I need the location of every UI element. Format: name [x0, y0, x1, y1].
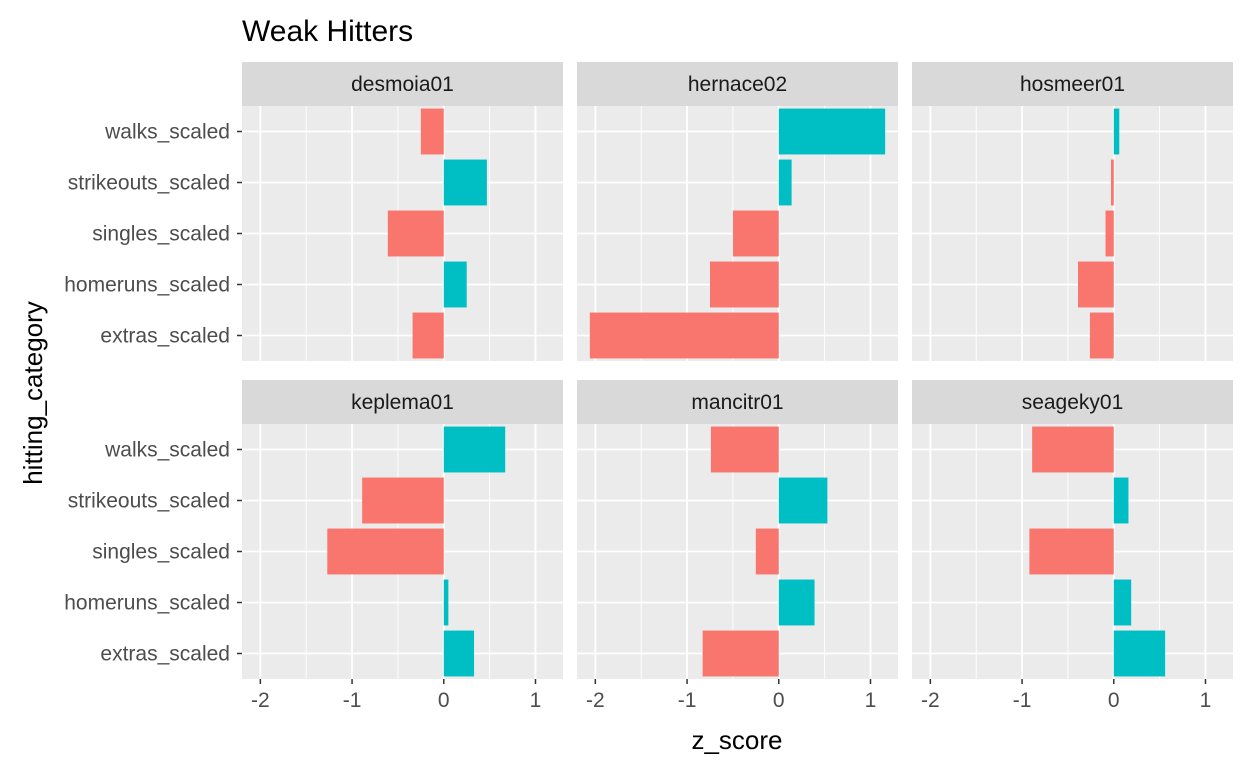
x-tick-label: -2 — [921, 689, 940, 712]
x-tick-label: 1 — [1200, 689, 1212, 712]
bar-extras_scaled — [1089, 312, 1114, 359]
x-tick-label: -1 — [1013, 689, 1032, 712]
bar-strikeouts_scaled — [362, 477, 444, 524]
facet-panel: keplema01 walks_scaled strikeouts_scaledsi… — [64, 380, 563, 712]
bar-strikeouts_scaled — [1113, 477, 1129, 524]
facet-strip-label: keplema01 — [351, 391, 454, 414]
bar-homeruns_scaled — [443, 579, 449, 626]
facet-strip — [577, 62, 898, 106]
x-tick-label: 0 — [1108, 689, 1120, 712]
bar-walks_scaled — [443, 426, 506, 473]
facet-panel: seageky01 -2 -1 0 1 — [912, 380, 1233, 712]
bar-strikeouts_scaled — [778, 477, 828, 524]
facet-strip-label: hernace02 — [688, 73, 787, 96]
bar-walks_scaled — [420, 108, 444, 155]
y-tick-label: strikeouts_scaled — [68, 172, 230, 195]
x-axis-title: z_score — [691, 725, 782, 755]
facet-strip — [242, 380, 563, 424]
bar-walks_scaled — [1113, 108, 1120, 155]
y-tick-label: walks_scaled — [104, 439, 230, 462]
facet-strip-label: desmoia01 — [351, 73, 454, 96]
bar-singles_scaled — [1105, 210, 1114, 257]
facet-panels: desmoia01walks_scaledstrikeouts_scaledsi… — [64, 62, 1233, 712]
bar-walks_scaled — [778, 108, 886, 155]
x-tick-label: 1 — [530, 689, 542, 712]
facet-panel: hernace02 — [577, 62, 898, 361]
y-tick-label: extras_scaled — [100, 325, 230, 348]
facet-strip-label: seageky01 — [1022, 391, 1124, 414]
facet-panel: hosmeer01 — [912, 62, 1233, 361]
x-tick-label: 0 — [438, 689, 450, 712]
x-tick-label: 1 — [865, 689, 877, 712]
y-tick-label: walks_scaled — [104, 121, 230, 144]
bar-extras_scaled — [702, 630, 779, 677]
bar-strikeouts_scaled — [443, 159, 487, 206]
bar-singles_scaled — [1029, 528, 1114, 575]
facet-panel: mancitr01 -2 -1 0 1 — [577, 380, 898, 712]
x-tick-label: -2 — [251, 689, 270, 712]
bar-extras_scaled — [589, 312, 779, 359]
y-axis-title: hitting_category — [18, 301, 48, 485]
x-tick-label: -1 — [678, 689, 697, 712]
bar-walks_scaled — [1032, 426, 1114, 473]
bar-homeruns_scaled — [443, 261, 467, 308]
x-tick-label: -1 — [343, 689, 362, 712]
facet-strip — [912, 62, 1233, 106]
bar-extras_scaled — [443, 630, 475, 677]
bar-extras_scaled — [412, 312, 444, 359]
y-tick-label: singles_scaled — [92, 541, 230, 564]
bar-homeruns_scaled — [778, 579, 815, 626]
x-tick-label: 0 — [773, 689, 785, 712]
bar-homeruns_scaled — [1113, 579, 1132, 626]
bar-singles_scaled — [387, 210, 444, 257]
bar-extras_scaled — [1113, 630, 1166, 677]
facet-strip — [912, 380, 1233, 424]
bar-strikeouts_scaled — [778, 159, 792, 206]
facet-strip — [242, 62, 563, 106]
y-tick-label: singles_scaled — [92, 223, 230, 246]
y-tick-label: strikeouts_scaled — [68, 490, 230, 513]
bar-homeruns_scaled — [1078, 261, 1114, 308]
facet-panel: desmoia01 walks_scaled strikeouts_scaledsi… — [64, 62, 563, 361]
bar-walks_scaled — [710, 426, 779, 473]
chart-title: Weak Hitters — [242, 15, 413, 48]
y-tick-label: extras_scaled — [100, 643, 230, 666]
bar-strikeouts_scaled — [1111, 159, 1114, 206]
bar-singles_scaled — [755, 528, 779, 575]
facet-strip-label: hosmeer01 — [1020, 73, 1125, 96]
x-tick-label: -2 — [586, 689, 605, 712]
facet-strip-label: mancitr01 — [691, 391, 783, 414]
facet-strip — [577, 380, 898, 424]
bar-singles_scaled — [327, 528, 444, 575]
bar-singles_scaled — [732, 210, 779, 257]
y-tick-label: homeruns_scaled — [64, 274, 230, 297]
bar-homeruns_scaled — [709, 261, 779, 308]
y-tick-label: homeruns_scaled — [64, 592, 230, 615]
